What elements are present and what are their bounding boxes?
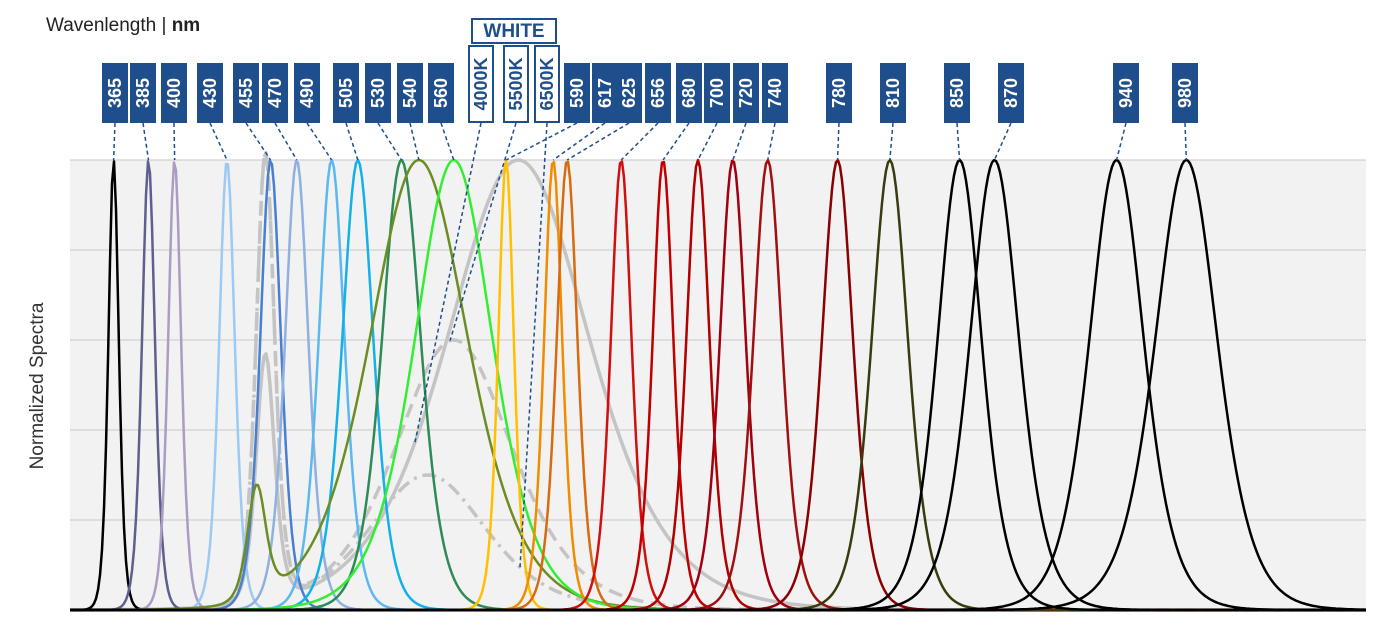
- label-box: [262, 63, 288, 123]
- label-box: [161, 63, 187, 123]
- label-box: [233, 63, 259, 123]
- leader-line: [566, 122, 630, 161]
- chart-title: Wavenlength | nm: [46, 15, 200, 36]
- label-box: [333, 63, 359, 123]
- leader-line: [956, 122, 961, 161]
- label-box: [428, 63, 454, 123]
- series-label: 560: [431, 78, 451, 108]
- leader-line: [662, 122, 690, 161]
- leader-line: [732, 122, 747, 161]
- group-label: WHITE: [483, 21, 544, 42]
- series-label: 4000K: [471, 57, 491, 110]
- series-label: 780: [829, 78, 849, 108]
- series-label: 740: [765, 78, 785, 108]
- label-box: [704, 63, 730, 123]
- label-box: [616, 63, 642, 123]
- label-box: [826, 63, 852, 123]
- label-box: [130, 63, 156, 123]
- leader-line: [345, 122, 359, 161]
- label-box: [645, 63, 671, 123]
- leader-line: [889, 122, 894, 161]
- leader-line: [377, 122, 403, 161]
- label-box: [197, 63, 223, 123]
- leader-line: [245, 122, 272, 161]
- series-label: 6500K: [537, 57, 557, 110]
- label-box: [468, 45, 494, 123]
- series-label: 5500K: [506, 57, 526, 110]
- label-box: [1172, 63, 1198, 123]
- series-label: 365: [105, 78, 125, 108]
- series-label: 680: [679, 78, 699, 108]
- leader-line: [209, 122, 228, 161]
- label-box: [102, 63, 128, 123]
- series-label: 400: [164, 78, 184, 108]
- series-label: 590: [567, 78, 587, 108]
- series-label: 940: [1116, 78, 1136, 108]
- label-box: [998, 63, 1024, 123]
- leader-line: [1184, 122, 1188, 161]
- leader-line: [142, 122, 150, 161]
- series-label: 540: [400, 78, 420, 108]
- spectrum-curve: [70, 158, 1367, 612]
- title-unit: nm: [172, 15, 201, 36]
- group-box: [471, 18, 557, 44]
- label-box: [880, 63, 906, 123]
- leader-line: [766, 122, 776, 161]
- leader-line: [173, 122, 176, 161]
- leader-line: [836, 122, 840, 161]
- label-box: [733, 63, 759, 123]
- label-box: [534, 45, 560, 123]
- series-label: 870: [1001, 78, 1021, 108]
- label-box: [397, 63, 423, 123]
- label-box: [365, 63, 391, 123]
- y-axis-label: Normalized Spectra: [27, 302, 48, 469]
- series-label: 617: [595, 78, 615, 108]
- series-label: 656: [648, 78, 668, 108]
- leader-line: [274, 122, 298, 161]
- leader-line: [449, 122, 517, 341]
- leader-line: [414, 122, 482, 443]
- leader-line: [409, 122, 420, 161]
- leader-line: [697, 122, 718, 161]
- series-label: 430: [200, 78, 220, 108]
- series-label: 980: [1175, 78, 1195, 108]
- leader-line: [505, 122, 578, 161]
- label-box: [1113, 63, 1139, 123]
- label-box: [592, 63, 618, 123]
- label-box: [564, 63, 590, 123]
- series-label: 810: [883, 78, 903, 108]
- leader-line: [440, 122, 455, 161]
- leader-line: [306, 122, 333, 161]
- label-box: [676, 63, 702, 123]
- leader-line: [993, 122, 1012, 161]
- series-label: 490: [297, 78, 317, 108]
- series-label: 850: [947, 78, 967, 108]
- label-box: [944, 63, 970, 123]
- leader-line: [552, 122, 606, 161]
- leader-line: [1115, 122, 1127, 161]
- series-label: 700: [707, 78, 727, 108]
- leader-line: [620, 122, 659, 161]
- label-box: [762, 63, 788, 123]
- series-label: 470: [265, 78, 285, 108]
- label-box: [294, 63, 320, 123]
- series-label: 625: [619, 78, 639, 108]
- series-label: 505: [336, 78, 356, 108]
- series-label: 720: [736, 78, 756, 108]
- leader-line: [112, 122, 116, 161]
- series-label: 530: [368, 78, 388, 108]
- title-text: Wavenlength |: [46, 15, 166, 36]
- series-label: 455: [236, 78, 256, 108]
- series-label: 385: [133, 78, 153, 108]
- label-box: [503, 45, 529, 123]
